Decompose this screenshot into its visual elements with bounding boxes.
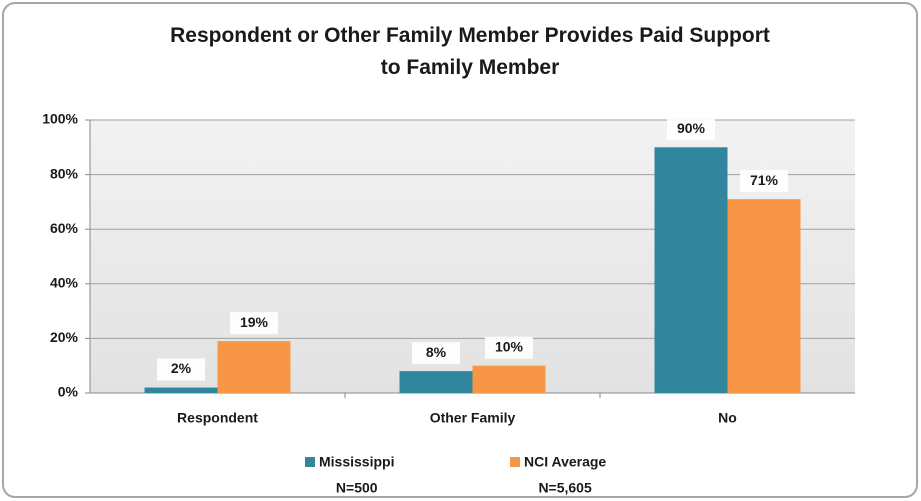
value-label-bg [230, 312, 278, 335]
bar [727, 199, 801, 393]
value-label-bg [667, 118, 715, 141]
legend-swatch [305, 457, 315, 467]
chart-title: Respondent or Other Family Member Provid… [170, 24, 770, 79]
y-tick-label: 40% [50, 275, 79, 291]
value-label: 71% [750, 172, 779, 188]
y-tick-label: 60% [50, 220, 79, 236]
legend-swatch [510, 457, 520, 467]
value-label: 8% [426, 344, 447, 360]
y-tick-label: 0% [58, 384, 79, 400]
x-tick-label: Respondent [177, 410, 258, 426]
value-label: 90% [677, 120, 706, 136]
legend-label: NCI Average [524, 454, 606, 470]
value-label-bg [485, 336, 533, 359]
y-tick-label: 80% [50, 165, 79, 181]
value-label: 2% [171, 360, 192, 376]
y-tick-label: 20% [50, 329, 79, 345]
x-tick-label: No [718, 410, 737, 426]
value-label: 10% [495, 338, 524, 354]
value-label: 19% [240, 314, 269, 330]
y-tick-label: 100% [42, 111, 78, 127]
value-label-bg [412, 342, 460, 365]
bar [144, 387, 218, 393]
legend-sample: N=500 [336, 480, 378, 496]
value-label-bg [157, 358, 205, 381]
legend-sample: N=5,605 [538, 480, 592, 496]
value-label-bg [740, 170, 788, 193]
bar [654, 147, 728, 393]
bar [472, 365, 546, 393]
bar [399, 371, 473, 393]
bar [217, 341, 291, 393]
legend-label: Mississippi [319, 454, 394, 470]
x-tick-label: Other Family [430, 410, 516, 426]
